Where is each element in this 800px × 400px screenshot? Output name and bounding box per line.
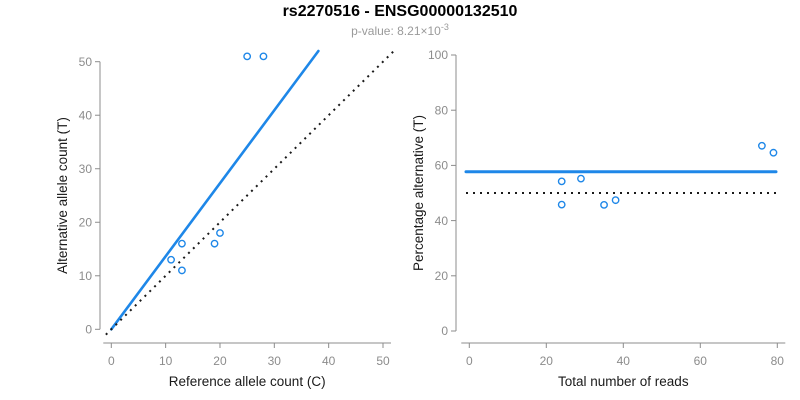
y-tick-label: 40 [435,214,449,228]
x-tick-label: 40 [617,354,631,368]
data-point [557,177,566,186]
data-point [259,52,268,61]
data-point [611,196,620,205]
y-tick-label: 20 [435,269,449,283]
x-tick-label: 20 [540,354,554,368]
data-point [557,200,566,209]
x-tick-label: 20 [213,354,227,368]
data-point [210,239,219,248]
p-value-exponent: -3 [440,22,449,32]
data-point [167,255,175,264]
data-point [178,239,186,248]
x-axis-title: Reference allele count (C) [169,374,326,389]
y-tick-label: 0 [85,323,92,337]
y-tick-label: 20 [79,215,93,229]
y-tick-label: 10 [79,269,93,283]
x-tick-label: 80 [771,354,785,368]
scatter-panel-allele-counts: 0 10 20 30 40 50 0 10 20 30 40 50 Reference allele c… [55,49,395,389]
fitted-ratio-line [110,49,320,331]
x-tick-label: 10 [159,354,173,368]
y-tick-label: 60 [435,159,449,173]
y-tick-label: 0 [441,324,448,338]
y-tick-label: 50 [79,55,93,69]
x-tick-label: 60 [694,354,708,368]
x-tick-label: 0 [466,354,473,368]
y-tick-label: 80 [435,103,449,117]
y-tick-label: 40 [79,108,93,122]
x-tick-label: 40 [322,354,336,368]
identity-line [105,50,395,336]
plot-subtitle: p-value: 8.21×10-3 [0,22,800,39]
data-point [769,148,778,157]
data-point [216,229,224,237]
x-tick-label: 0 [108,354,115,368]
x-axis-title: Total number of reads [558,374,689,389]
scatter-panel-percentage: 0 20 40 60 80 100 0 20 40 60 80 Total number of rea… [411,48,786,389]
plot-title: rs2270516 - ENSG00000132510 [282,3,518,20]
x-tick-label: 50 [376,354,390,368]
x-tick-label: 30 [268,354,282,368]
y-axis-title: Percentage alternative (T) [411,115,426,271]
data-point [243,52,252,61]
y-tick-label: 30 [79,162,93,176]
p-value-text: p-value: 8.21×10 [351,24,441,38]
data-point [577,174,585,183]
data-point [758,141,766,150]
y-tick-label: 100 [428,48,448,62]
data-point [600,200,608,209]
y-axis-title: Alternative allele count (T) [55,117,70,274]
data-point [178,266,186,275]
